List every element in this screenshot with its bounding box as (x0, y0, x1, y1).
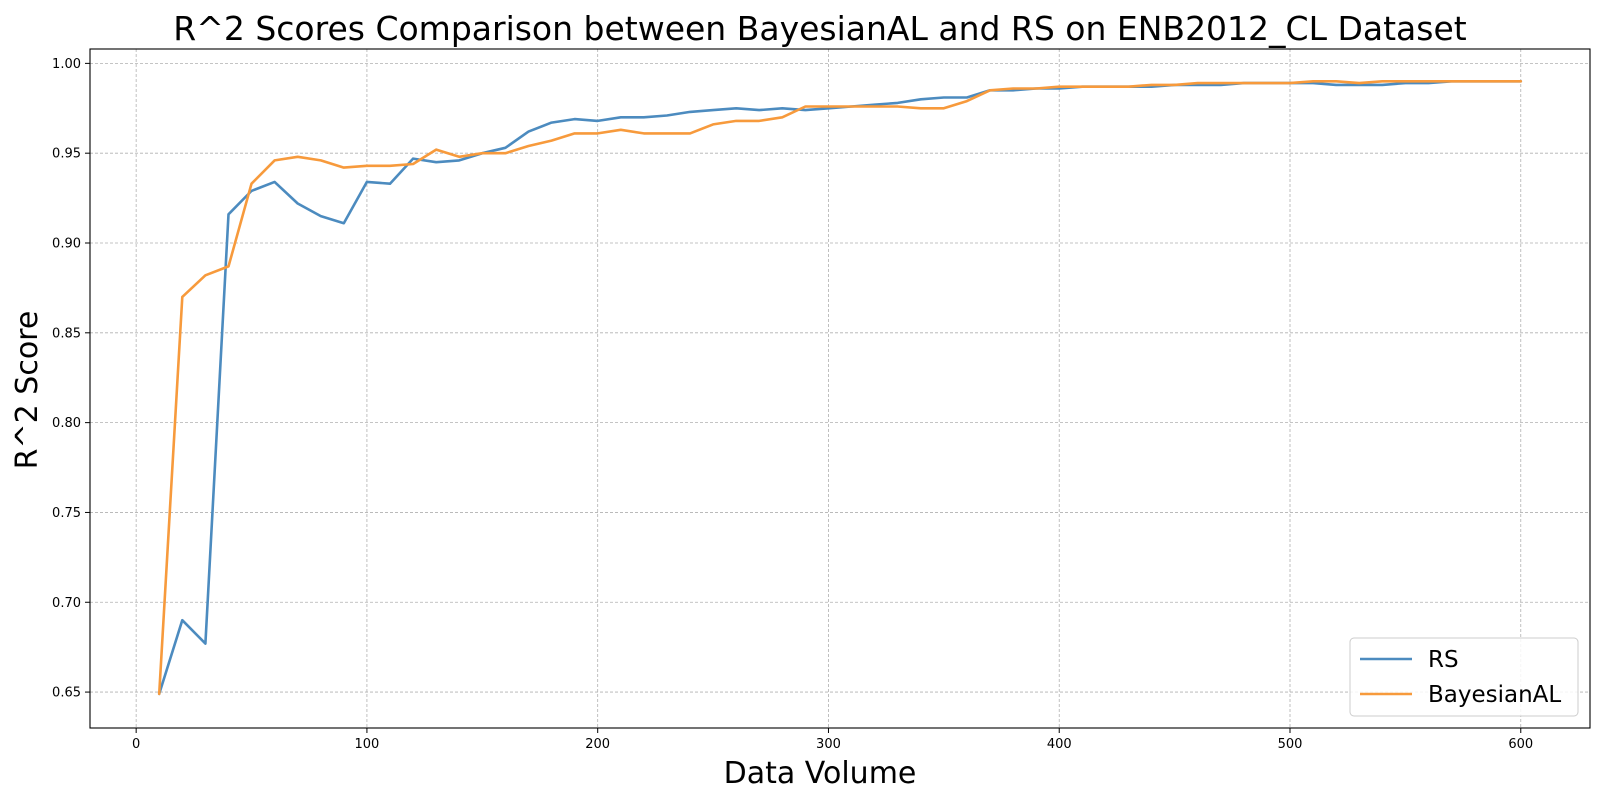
x-tick-label: 100 (355, 737, 380, 752)
chart-title: R^2 Scores Comparison between BayesianAL… (173, 9, 1466, 48)
y-tick-label: 1.00 (52, 57, 81, 72)
legend: RS BayesianAL (1349, 637, 1579, 717)
legend-label-bayesianal: BayesianAL (1428, 682, 1561, 708)
x-tick-label: 600 (1508, 737, 1533, 752)
y-tick-label: 0.90 (52, 237, 81, 252)
x-tick-label: 400 (1047, 737, 1072, 752)
legend-label-rs: RS (1428, 647, 1459, 673)
legend-box (1349, 637, 1579, 717)
y-tick-label: 0.85 (52, 326, 81, 341)
grid (90, 49, 1590, 728)
series-lines (157, 80, 1523, 696)
x-tick-label: 200 (585, 737, 610, 752)
x-tick-label: 500 (1278, 737, 1303, 752)
plot-area-frame (89, 48, 1591, 729)
y-tick-label: 0.95 (52, 147, 81, 162)
y-tick-label: 0.80 (52, 416, 81, 431)
y-tick-label: 0.70 (52, 596, 81, 611)
x-tick-label: 300 (816, 737, 841, 752)
axis-ticks: 0 100 200 300 400 500 600 0.65 0.70 0.75 0.80 0.85 0… (52, 57, 1533, 752)
x-axis-label: Data Volume (724, 756, 917, 791)
y-tick-label: 0.65 (52, 686, 81, 701)
y-axis-label: R^2 Score (10, 311, 45, 470)
y-tick-label: 0.75 (52, 506, 81, 521)
x-tick-label: 0 (132, 737, 140, 752)
series-line-bayesianal (157, 80, 1523, 696)
